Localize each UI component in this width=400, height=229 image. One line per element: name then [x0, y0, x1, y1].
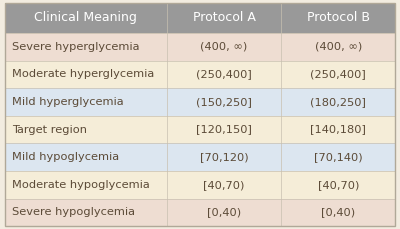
Text: [70,120): [70,120) — [200, 152, 248, 162]
FancyBboxPatch shape — [5, 3, 167, 33]
FancyBboxPatch shape — [167, 60, 281, 88]
FancyBboxPatch shape — [281, 116, 395, 143]
Text: [140,180]: [140,180] — [310, 125, 366, 135]
FancyBboxPatch shape — [167, 3, 281, 33]
FancyBboxPatch shape — [167, 143, 281, 171]
Text: (400, ∞): (400, ∞) — [200, 42, 248, 52]
Text: Protocol A: Protocol A — [192, 11, 256, 24]
FancyBboxPatch shape — [5, 88, 167, 116]
FancyBboxPatch shape — [5, 143, 167, 171]
Text: Moderate hypoglycemia: Moderate hypoglycemia — [12, 180, 150, 190]
FancyBboxPatch shape — [167, 33, 281, 60]
Text: Protocol B: Protocol B — [307, 11, 370, 24]
FancyBboxPatch shape — [5, 33, 167, 60]
Text: [0,40): [0,40) — [207, 207, 241, 218]
FancyBboxPatch shape — [167, 171, 281, 199]
FancyBboxPatch shape — [5, 60, 167, 88]
FancyBboxPatch shape — [281, 3, 395, 33]
FancyBboxPatch shape — [5, 199, 167, 226]
Text: Severe hyperglycemia: Severe hyperglycemia — [12, 42, 140, 52]
Text: Mild hyperglycemia: Mild hyperglycemia — [12, 97, 124, 107]
Text: Mild hypoglycemia: Mild hypoglycemia — [12, 152, 119, 162]
FancyBboxPatch shape — [281, 171, 395, 199]
Text: [40,70): [40,70) — [203, 180, 245, 190]
Text: [120,150]: [120,150] — [196, 125, 252, 135]
Text: Moderate hyperglycemia: Moderate hyperglycemia — [12, 69, 154, 79]
FancyBboxPatch shape — [281, 88, 395, 116]
Text: Severe hypoglycemia: Severe hypoglycemia — [12, 207, 135, 218]
FancyBboxPatch shape — [281, 143, 395, 171]
FancyBboxPatch shape — [281, 33, 395, 60]
FancyBboxPatch shape — [167, 199, 281, 226]
Text: (250,400]: (250,400] — [310, 69, 366, 79]
Text: (180,250]: (180,250] — [310, 97, 366, 107]
Text: [70,140): [70,140) — [314, 152, 362, 162]
FancyBboxPatch shape — [281, 199, 395, 226]
Text: [40,70): [40,70) — [318, 180, 359, 190]
Text: Target region: Target region — [12, 125, 87, 135]
Text: Clinical Meaning: Clinical Meaning — [34, 11, 137, 24]
Text: (400, ∞): (400, ∞) — [314, 42, 362, 52]
FancyBboxPatch shape — [167, 116, 281, 143]
FancyBboxPatch shape — [281, 60, 395, 88]
Text: (150,250]: (150,250] — [196, 97, 252, 107]
FancyBboxPatch shape — [5, 171, 167, 199]
FancyBboxPatch shape — [167, 88, 281, 116]
FancyBboxPatch shape — [5, 116, 167, 143]
Text: [0,40): [0,40) — [321, 207, 355, 218]
Text: (250,400]: (250,400] — [196, 69, 252, 79]
